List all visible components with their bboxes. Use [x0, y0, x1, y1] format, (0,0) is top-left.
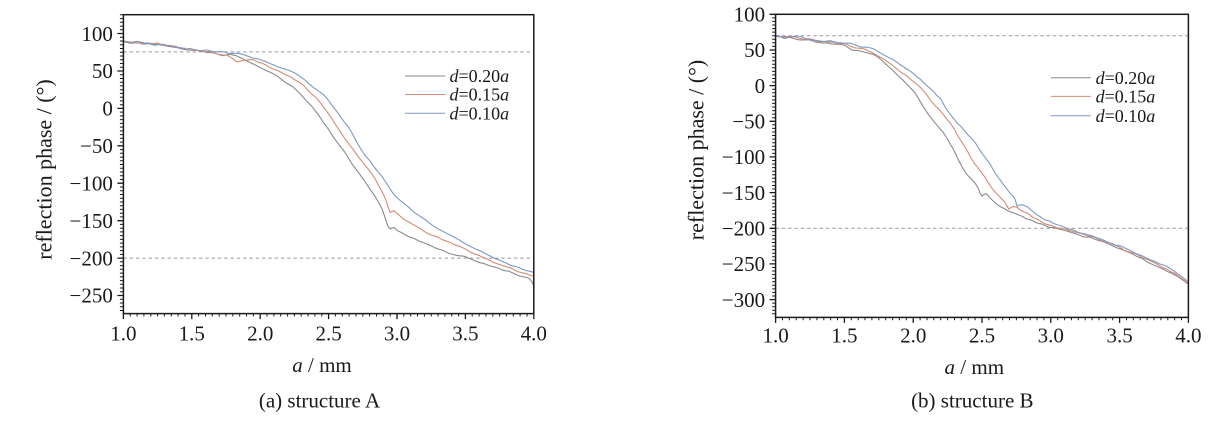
svg-text:3.5: 3.5: [1106, 323, 1132, 347]
svg-text:a / mm: a / mm: [945, 355, 1005, 379]
svg-text:d=0.15a: d=0.15a: [1096, 87, 1156, 107]
svg-text:d=0.10a: d=0.10a: [450, 103, 510, 123]
svg-text:100: 100: [81, 22, 113, 46]
svg-text:d=0.15a: d=0.15a: [450, 85, 510, 105]
svg-text:a / mm: a / mm: [292, 353, 352, 377]
svg-text:0: 0: [102, 97, 113, 121]
svg-text:−250: −250: [70, 284, 113, 308]
svg-text:−100: −100: [722, 145, 765, 169]
svg-text:reflection phase / (°): reflection phase / (°): [31, 79, 56, 259]
svg-text:−150: −150: [722, 181, 765, 205]
svg-text:1.0: 1.0: [110, 322, 136, 346]
svg-text:1.0: 1.0: [762, 323, 788, 347]
svg-text:2.5: 2.5: [315, 322, 341, 346]
svg-text:0: 0: [755, 74, 766, 98]
svg-text:d=0.20a: d=0.20a: [450, 66, 510, 86]
svg-text:(a) structure A: (a) structure A: [259, 389, 381, 413]
svg-text:−50: −50: [732, 110, 765, 134]
svg-text:3.0: 3.0: [1038, 323, 1064, 347]
svg-text:1.5: 1.5: [179, 322, 205, 346]
svg-text:4.0: 4.0: [1175, 323, 1201, 347]
svg-text:d=0.10a: d=0.10a: [1096, 106, 1156, 126]
svg-text:−250: −250: [722, 252, 765, 276]
svg-text:(b) structure B: (b) structure B: [911, 389, 1033, 413]
svg-text:2.5: 2.5: [969, 323, 995, 347]
svg-text:1.5: 1.5: [831, 323, 857, 347]
svg-text:50: 50: [92, 59, 113, 83]
svg-text:50: 50: [744, 38, 765, 62]
svg-text:−150: −150: [70, 209, 113, 233]
svg-text:2.0: 2.0: [900, 323, 926, 347]
svg-text:−300: −300: [722, 288, 765, 312]
svg-text:100: 100: [734, 3, 766, 27]
svg-text:−50: −50: [80, 134, 113, 158]
svg-text:3.5: 3.5: [452, 322, 478, 346]
svg-text:2.0: 2.0: [247, 322, 273, 346]
svg-text:d=0.20a: d=0.20a: [1096, 68, 1156, 88]
svg-text:4.0: 4.0: [521, 322, 547, 346]
svg-text:−100: −100: [70, 171, 113, 195]
svg-text:reflection phase / (°): reflection phase / (°): [683, 60, 708, 240]
svg-text:−200: −200: [70, 246, 113, 270]
svg-text:−200: −200: [722, 217, 765, 241]
svg-text:3.0: 3.0: [384, 322, 410, 346]
